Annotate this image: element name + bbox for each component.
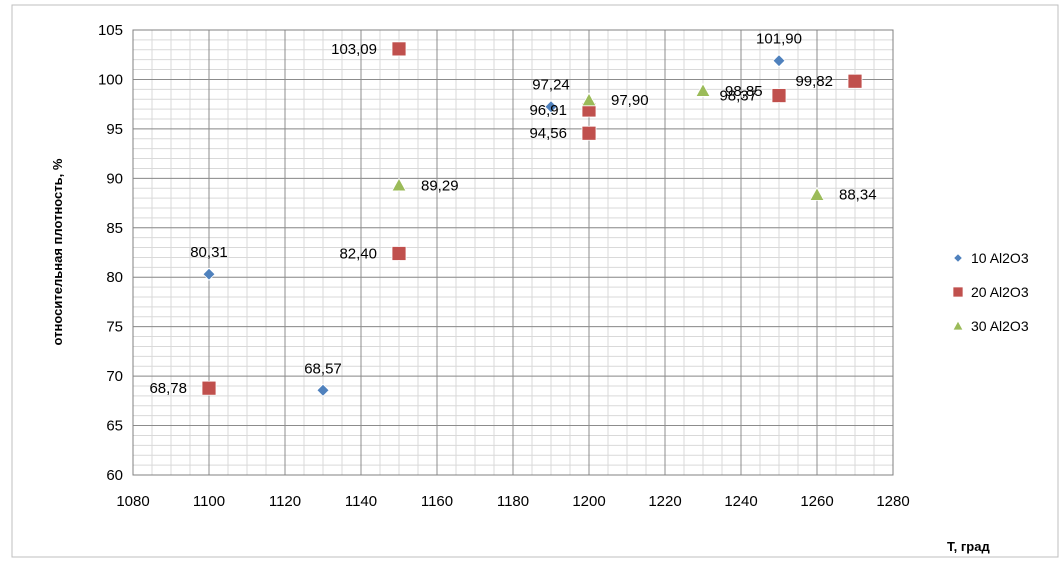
legend: 10 Al2O3 20 Al2O3 30 Al2O3	[952, 250, 1029, 334]
diamond-point	[316, 383, 330, 397]
y-tick-label: 75	[106, 319, 123, 336]
data-label: 68,78	[149, 380, 187, 397]
y-tick-label: 80	[106, 269, 123, 286]
x-tick-label: 1220	[648, 493, 681, 510]
y-axis-ticks: 60 65 70 75 80 85 90 95 100 105	[98, 22, 123, 484]
plot-area-border	[132, 29, 894, 476]
data-label: 103,09	[331, 41, 377, 58]
y-tick-label: 90	[106, 170, 123, 187]
x-tick-label: 1200	[572, 493, 605, 510]
x-tick-label: 1100	[193, 493, 225, 510]
y-tick-label: 105	[98, 22, 123, 39]
square-point	[771, 88, 787, 103]
square-point	[391, 246, 407, 261]
y-tick-label: 60	[106, 467, 123, 484]
diamond-point	[202, 267, 216, 281]
y-tick-label: 70	[106, 368, 123, 385]
triangle-point	[391, 177, 407, 192]
data-label: 96,91	[529, 102, 567, 119]
legend-triangle-icon	[952, 320, 964, 331]
legend-label: 30 Al2O3	[971, 318, 1029, 334]
y-tick-label: 65	[106, 418, 123, 435]
x-tick-label: 1120	[269, 493, 301, 510]
data-label: 97,90	[611, 92, 649, 109]
data-label: 98,85	[725, 83, 763, 100]
square-point	[391, 41, 407, 57]
legend-label: 20 Al2O3	[971, 284, 1029, 300]
data-labels: 80,31 68,57 97,24 101,90 68,78 103,09 82,40 96,…	[149, 31, 876, 398]
data-label: 89,29	[421, 177, 459, 194]
x-axis-title: Т, град	[947, 539, 990, 554]
data-label: 88,34	[839, 187, 877, 204]
y-tick-label: 95	[106, 121, 123, 138]
legend-label: 10 Al2O3	[971, 250, 1029, 266]
square-point	[847, 73, 863, 89]
triangle-point	[581, 92, 597, 107]
data-points	[201, 41, 863, 397]
x-tick-label: 1080	[116, 493, 149, 510]
data-label: 99,82	[795, 73, 833, 90]
y-tick-label: 100	[98, 71, 123, 88]
y-tick-label: 85	[106, 220, 123, 237]
x-tick-label: 1180	[497, 493, 529, 510]
x-tick-label: 1160	[421, 493, 453, 510]
x-tick-label: 1240	[724, 493, 757, 510]
data-label: 82,40	[339, 245, 377, 262]
x-tick-label: 1260	[800, 493, 833, 510]
legend-diamond-icon	[953, 253, 963, 263]
triangle-point	[695, 82, 711, 97]
square-point	[201, 380, 217, 396]
x-axis-ticks: 1080 1100 1120 1140 1160 1180 1200 1220 1240 1260…	[116, 493, 909, 510]
data-label: 97,24	[532, 77, 570, 94]
data-label: 98,37	[719, 88, 757, 105]
x-tick-label: 1140	[345, 493, 377, 510]
data-label: 80,31	[190, 244, 228, 261]
data-label: 94,56	[529, 125, 567, 142]
diamond-point	[544, 100, 558, 114]
triangle-point	[809, 186, 825, 201]
y-axis-title: относительная плотность, %	[50, 158, 65, 345]
data-label: 101,90	[756, 31, 802, 48]
data-label: 68,57	[304, 360, 342, 377]
x-tick-label: 1280	[876, 493, 909, 510]
diamond-point	[772, 54, 786, 68]
square-point	[581, 125, 597, 141]
legend-square-icon	[952, 286, 964, 298]
